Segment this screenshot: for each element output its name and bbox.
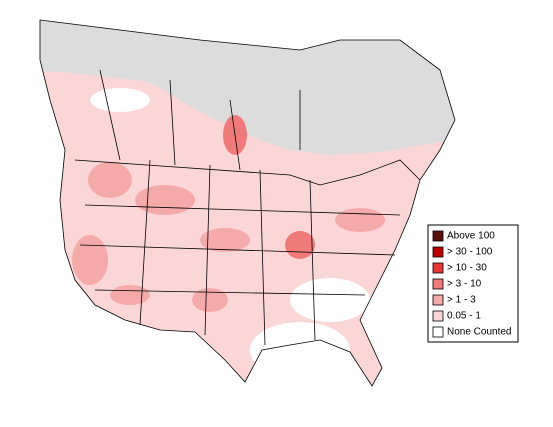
legend-swatch xyxy=(432,310,444,322)
legend-label: > 3 - 10 xyxy=(447,279,482,290)
legend-label: > 1 - 3 xyxy=(447,295,476,306)
legend-swatch xyxy=(432,230,444,242)
legend-label: > 30 - 100 xyxy=(447,247,493,258)
legend-swatch xyxy=(432,278,444,290)
legend-swatch xyxy=(432,294,444,306)
legend-label: Above 100 xyxy=(447,231,495,242)
legend-swatch xyxy=(432,262,444,274)
legend-label: > 10 - 30 xyxy=(447,263,487,274)
legend-label: 0.05 - 1 xyxy=(447,311,481,322)
legend-swatch xyxy=(432,326,444,338)
map-lines xyxy=(39,19,456,387)
legend-box xyxy=(427,224,519,343)
legend-label: None Counted xyxy=(447,327,512,338)
legend: Above 100 > 30 - 100 > 10 - 30 > 3 - 10 > 1 … xyxy=(427,224,519,343)
legend-swatch xyxy=(432,246,444,258)
